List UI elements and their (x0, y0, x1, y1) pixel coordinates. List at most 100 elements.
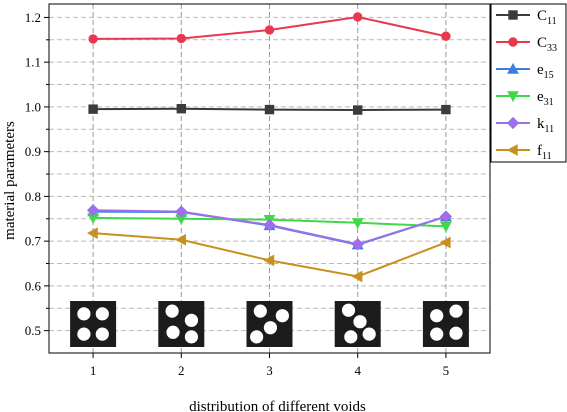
void-circle (77, 307, 91, 321)
grid (49, 4, 490, 353)
marker-circle (441, 31, 451, 41)
marker-circle (88, 34, 98, 44)
legend-entry: C33 (496, 35, 557, 54)
legend-label-main: C (537, 35, 547, 51)
void-distribution-images (70, 301, 469, 347)
void-circle (344, 330, 358, 344)
marker-triangle-left (506, 144, 518, 156)
legend-entry: C11 (496, 8, 557, 27)
legend-label-subscript: 31 (544, 97, 554, 108)
void-square (70, 301, 117, 347)
marker-square (264, 104, 275, 115)
void-circle (165, 304, 179, 318)
marker-circle (264, 25, 275, 35)
marker-triangle-left (263, 254, 275, 267)
x-tick-label: 2 (178, 363, 185, 378)
legend-label-subscript: 33 (547, 43, 557, 54)
legend-entry: k11 (496, 116, 554, 135)
marker-triangle-up (507, 62, 519, 74)
marker-triangle-left (351, 270, 363, 283)
void-circle (341, 303, 356, 317)
y-axis-title: material parameters (2, 121, 18, 240)
marker-triangle-left (175, 233, 186, 246)
void-circle (362, 327, 376, 341)
marker-square (508, 10, 518, 20)
marker-triangle-left (439, 236, 451, 249)
x-tick-label: 3 (266, 363, 273, 378)
legend-label-main: k (537, 116, 545, 132)
legend-label: k11 (537, 116, 554, 135)
marker-diamond (263, 218, 276, 232)
marker-diamond (439, 210, 453, 223)
legend-label: C11 (537, 8, 557, 27)
marker-circle (176, 33, 187, 44)
marker-square (88, 104, 98, 114)
marker-square (441, 104, 451, 115)
marker-diamond (351, 238, 364, 251)
marker-diamond (86, 204, 100, 217)
legend-label: e31 (537, 89, 554, 108)
x-tick-label: 4 (354, 363, 361, 378)
void-circle (449, 304, 463, 318)
marker-triangle-left (87, 227, 98, 239)
marker-triangle-down (351, 218, 364, 229)
legend-label-main: C (537, 8, 547, 24)
y-tick-label: 0.6 (25, 278, 42, 293)
y-tick-label: 1.2 (25, 10, 41, 25)
void-circle (166, 325, 180, 339)
series-layer (86, 12, 453, 283)
series-k11 (86, 204, 453, 251)
legend-label: f11 (537, 143, 552, 162)
void-circle (184, 330, 199, 344)
void-square (422, 301, 469, 347)
void-pattern-image (246, 301, 293, 347)
series-c11 (88, 104, 451, 115)
void-pattern-image (334, 301, 381, 347)
marker-circle (353, 12, 363, 22)
legend-label: C33 (537, 35, 557, 54)
void-circle (353, 315, 367, 329)
legend-entry: f11 (496, 143, 552, 162)
legend-label-subscript: 15 (544, 70, 554, 81)
void-circle (95, 327, 109, 341)
void-circle (184, 313, 199, 327)
x-tick-label: 1 (90, 363, 97, 378)
legend-label-main: f (537, 143, 542, 159)
y-tick-label: 1.0 (25, 99, 41, 114)
legend-label-main: e (537, 89, 544, 105)
x-axis-title: distribution of different voids (189, 399, 366, 412)
x-tick-label: 5 (443, 363, 450, 378)
legend-box (490, 3, 567, 163)
legend-label-subscript: 11 (542, 151, 552, 162)
void-circle (263, 321, 278, 335)
series-f11 (87, 227, 451, 283)
legend-label: e15 (537, 62, 554, 81)
legend-entry: e15 (496, 62, 554, 81)
void-circle (275, 309, 289, 323)
marker-triangle-down (507, 91, 519, 103)
marker-square (176, 104, 187, 114)
legend-entry: e31 (496, 89, 554, 108)
void-circle (449, 326, 463, 340)
y-tick-label: 0.8 (25, 189, 41, 204)
marker-diamond (175, 205, 188, 218)
y-tick-label: 0.5 (25, 323, 41, 338)
legend-label-subscript: 11 (547, 16, 557, 27)
y-tick-label: 1.1 (25, 55, 41, 70)
marker-circle (508, 37, 518, 47)
axes: 1 2 3 4 5 0.5 0.6 0.7 0.8 0.9 1.0 1.1 1.2 (25, 10, 449, 378)
y-tick-label: 0.7 (25, 234, 42, 249)
void-circle (430, 309, 444, 323)
void-circle (250, 330, 264, 344)
legend-label-main: e (537, 62, 544, 78)
void-pattern-image (158, 301, 205, 347)
void-circle (77, 327, 91, 341)
series-c33 (88, 12, 451, 44)
void-pattern-image (422, 301, 469, 347)
marker-square (353, 105, 363, 115)
legend-label-subscript: 11 (545, 124, 555, 135)
void-circle (253, 304, 267, 318)
y-tick-label: 0.9 (25, 144, 41, 159)
